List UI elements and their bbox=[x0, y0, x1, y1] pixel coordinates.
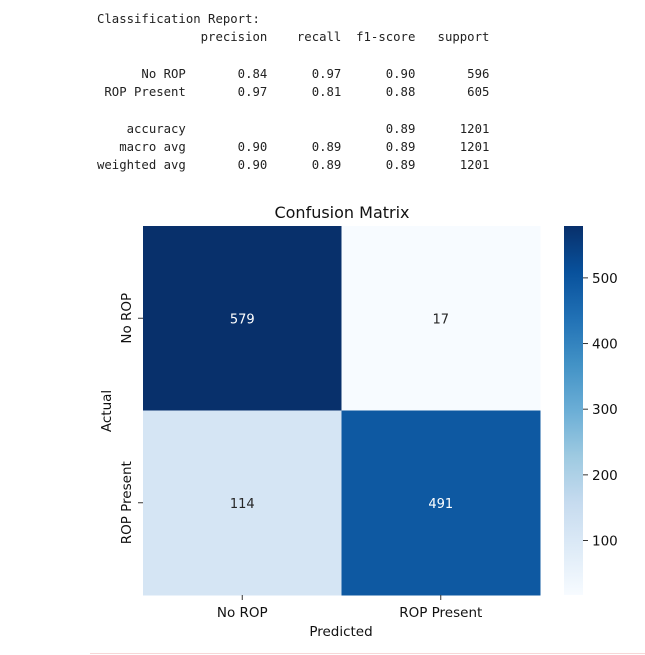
report-line: No ROP 0.84 0.97 0.90 596 bbox=[97, 66, 490, 81]
y-tick-label: No ROP bbox=[119, 293, 135, 344]
x-axis-label: Predicted bbox=[309, 624, 372, 640]
report-line: precision recall f1-score support bbox=[97, 30, 490, 45]
heatmap-cell bbox=[143, 410, 342, 596]
colorbar-tick-label: 500 bbox=[592, 271, 618, 287]
cell-value-label: 114 bbox=[230, 497, 255, 512]
colorbar-tick-label: 300 bbox=[592, 402, 618, 418]
heatmap-cell bbox=[341, 226, 541, 411]
report-line: accuracy 0.89 1201 bbox=[97, 121, 490, 136]
heatmap-cell bbox=[341, 410, 541, 596]
x-axis: No ROP ROP Present bbox=[217, 595, 482, 621]
cell-value-label: 17 bbox=[432, 312, 449, 327]
report-line: weighted avg 0.90 0.89 0.89 1201 bbox=[97, 158, 490, 173]
heatmap-cells: 579 17 114 491 bbox=[143, 226, 541, 596]
report-line: ROP Present 0.97 0.81 0.88 605 bbox=[97, 85, 490, 100]
y-tick-label: ROP Present bbox=[119, 461, 135, 544]
x-tick-label: ROP Present bbox=[399, 605, 482, 621]
report-line: macro avg 0.90 0.89 0.89 1201 bbox=[97, 140, 490, 155]
colorbar-tick-label: 400 bbox=[592, 337, 618, 353]
colorbar bbox=[564, 226, 583, 595]
cell-value-label: 579 bbox=[230, 312, 255, 327]
colorbar-ticks: 100 200 300 400 500 bbox=[583, 271, 618, 550]
y-axis: No ROP ROP Present bbox=[119, 293, 143, 544]
heatmap-cell bbox=[143, 226, 342, 411]
x-tick-label: No ROP bbox=[217, 605, 268, 621]
divider bbox=[90, 653, 645, 654]
report-line: Classification Report: bbox=[97, 12, 260, 26]
colorbar-tick-label: 100 bbox=[592, 534, 618, 550]
cell-value-label: 491 bbox=[428, 497, 453, 512]
y-axis-label: Actual bbox=[99, 390, 115, 432]
chart-title: Confusion Matrix bbox=[274, 203, 409, 222]
colorbar-tick-label: 200 bbox=[592, 468, 618, 484]
classification-report: Classification Report: precision recall … bbox=[97, 10, 489, 175]
